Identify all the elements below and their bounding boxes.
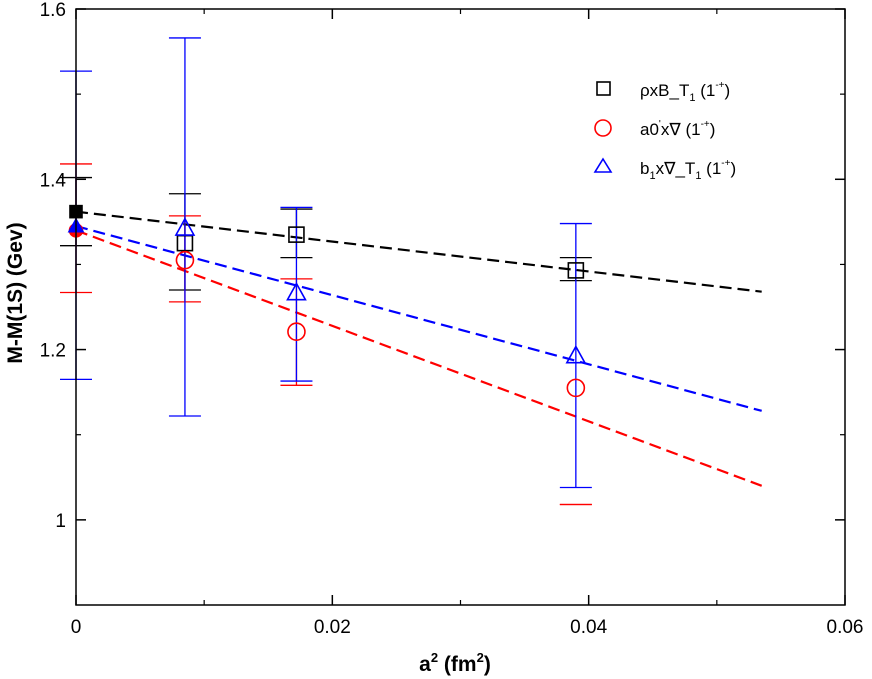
fit-line-rho-x-B-T1	[75, 210, 762, 293]
y-tick-label: 1.6	[40, 0, 66, 21]
x-tick-label: 0.04	[570, 617, 607, 638]
fit-line-a0-x-nabla	[75, 229, 763, 487]
legend-marker-triangle	[593, 157, 613, 173]
legend-label-rho-x-B-T1: ρxB_T1 (1-+)	[640, 80, 730, 104]
data-point-b1-x-nabla-T1	[565, 344, 587, 364]
legend-label-a0-x-nabla: a0'x∇ (1-+)	[640, 119, 715, 139]
legend-entry-b1-x-nabla-T1: b1x∇_T1 (1-+)	[593, 157, 736, 182]
x-tick-label: 0.02	[314, 617, 351, 638]
data-point-rho-x-B-T1	[567, 262, 585, 279]
data-point-b1-x-nabla-T1	[174, 217, 196, 236]
legend-entry-a0-x-nabla: a0'x∇ (1-+)	[594, 119, 715, 139]
y-tick-label: 1	[55, 511, 66, 532]
data-markers	[67, 204, 587, 398]
x-axis-label: a2 (fm2)	[419, 650, 491, 676]
error-bar-b1-x-nabla-T1	[280, 206, 313, 382]
y-tick-label: 1.2	[40, 341, 66, 362]
tick-labels: 0 0.02 0.04 0.06 1 1.2 1.4 1.6	[40, 0, 864, 638]
data-point-b1-x-nabla-T1	[286, 281, 307, 301]
y-axis-label: M-M(1S) (Gev)	[4, 222, 27, 363]
y-tick-label: 1.4	[40, 170, 67, 191]
error-bar-b1-x-nabla-T1	[168, 37, 201, 417]
error-bar-b1-x-nabla-T1	[559, 222, 592, 489]
data-point-a0-x-nabla	[566, 378, 586, 398]
legend-marker-square	[596, 81, 611, 96]
x-tick-label: 0.06	[827, 617, 864, 638]
fit-lines	[75, 210, 763, 487]
legend-marker-circle	[594, 119, 612, 137]
error-bars	[60, 37, 592, 506]
legend: ρxB_T1 (1-+) a0'x∇ (1-+) b1x∇_T1 (1-+)	[593, 80, 736, 182]
data-point-a0-x-nabla	[287, 322, 306, 341]
legend-entry-rho-x-B-T1: ρxB_T1 (1-+)	[596, 80, 730, 104]
axis-ticks	[75, 8, 846, 605]
fit-line-b1-x-nabla-T1	[75, 225, 762, 412]
data-point-a0-x-nabla	[175, 250, 195, 270]
data-point-rho-x-B-T1	[288, 226, 305, 243]
x-tick-label: 0	[71, 617, 82, 638]
legend-label-b1-x-nabla-T1: b1x∇_T1 (1-+)	[640, 158, 736, 182]
